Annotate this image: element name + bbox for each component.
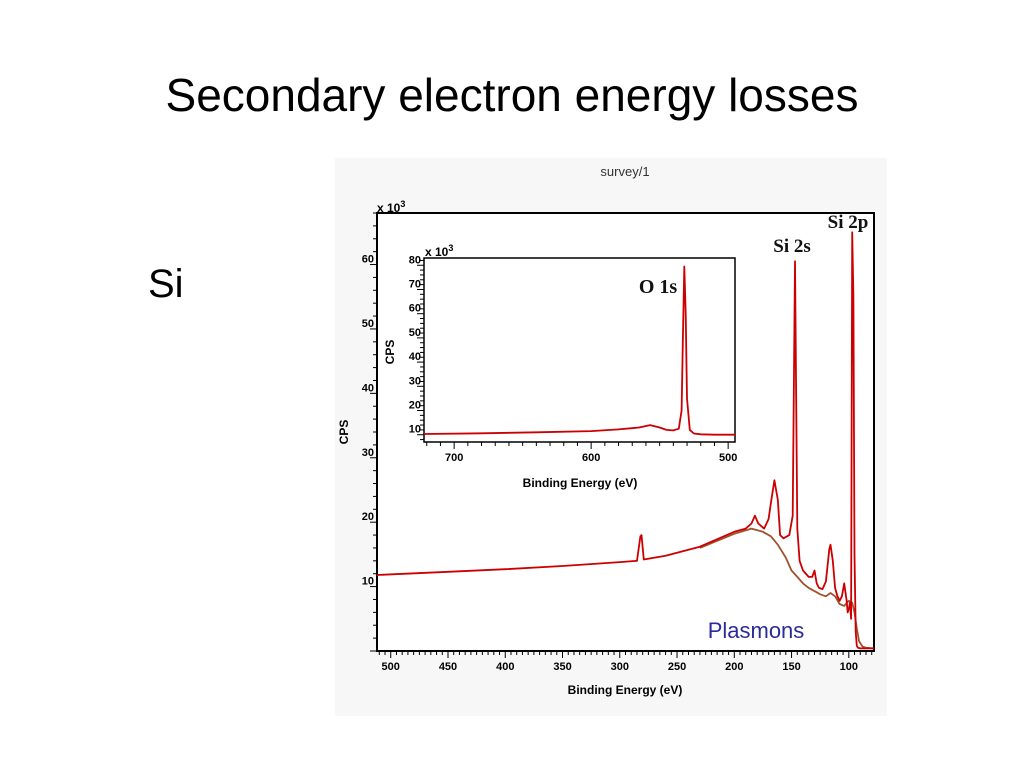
element-label: Si — [148, 262, 184, 306]
inset-y-tick-label: 50 — [409, 327, 421, 339]
main-y-tick-label: 30 — [362, 447, 374, 459]
inset-y-tick-label: 70 — [409, 278, 421, 290]
main-y-tick-label: 10 — [362, 576, 374, 588]
inset-axis-ticks: 700 600 500 10 20 30 40 50 60 70 80 — [409, 254, 738, 464]
main-series-group — [376, 231, 875, 650]
main-y-axis-label: CPS — [337, 420, 351, 445]
main-x-tick-label: 450 — [439, 661, 457, 673]
inset-y-tick-label: 20 — [409, 400, 421, 412]
main-x-tick-label: 350 — [553, 661, 571, 673]
main-x-tick-label: 300 — [611, 661, 629, 673]
main-y-tick-label: 50 — [362, 318, 374, 330]
inset-y-tick-label: 40 — [409, 351, 421, 363]
plasmons-label: Plasmons — [708, 618, 805, 643]
inset-series-line — [423, 265, 735, 436]
inset-y-tick-label: 30 — [409, 375, 421, 387]
inset-series-group — [423, 265, 735, 436]
main-x-tick-label: 100 — [840, 661, 858, 673]
inset-y-tick-label: 60 — [409, 303, 421, 315]
main-x-tick-label: 200 — [725, 661, 743, 673]
main-y-tick-label: 60 — [362, 254, 374, 266]
o-1s-label: O 1s — [639, 276, 678, 298]
inset-chart: 700 600 500 10 20 30 40 50 60 70 80 x 103 CPS Bind… — [383, 243, 737, 490]
inset-x-tick-label: 500 — [719, 452, 737, 464]
main-x-tick-label: 250 — [668, 661, 686, 673]
inset-y-tick-label: 10 — [409, 424, 421, 436]
main-y-multiplier: x 103 — [377, 199, 405, 215]
slide-title: Secondary electron energy losses — [165, 69, 859, 121]
main-x-tick-label: 150 — [782, 661, 800, 673]
main-series-line — [376, 231, 874, 650]
main-x-tick-label: 400 — [496, 661, 514, 673]
main-x-axis-label: Binding Energy (eV) — [568, 683, 683, 697]
main-y-tick-label: 40 — [362, 382, 374, 394]
main-y-tick-label: 20 — [362, 511, 374, 523]
main-x-tick-label: 500 — [382, 661, 400, 673]
chart-title: survey/1 — [600, 164, 649, 179]
si-2s-label: Si 2s — [773, 236, 811, 257]
inset-y-tick-label: 80 — [409, 254, 421, 266]
inset-x-tick-label: 600 — [582, 452, 600, 464]
inset-y-axis-label: CPS — [383, 340, 397, 365]
inset-x-axis-label: Binding Energy (eV) — [523, 476, 638, 490]
inset-x-tick-label: 700 — [445, 452, 463, 464]
inset-y-multiplier: x 103 — [425, 243, 453, 259]
si-2p-label: Si 2p — [828, 212, 869, 233]
main-axis-ticks: 500 450 400 350 300 250 200 150 100 10 20 30 40 50 60 — [362, 212, 873, 673]
